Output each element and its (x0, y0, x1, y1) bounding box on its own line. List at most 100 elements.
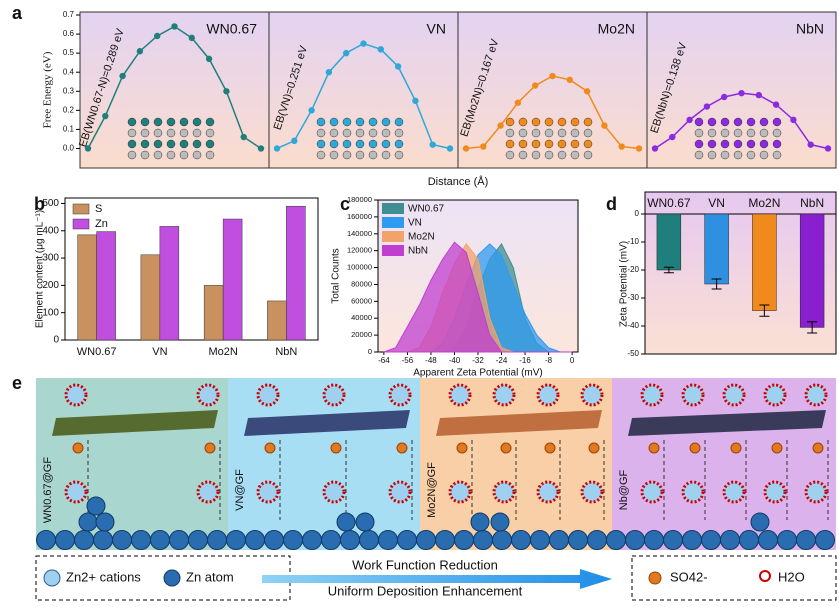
zn-atom (644, 530, 664, 550)
zn-atom (492, 530, 512, 550)
zn-atom (511, 530, 531, 550)
zn-atom (245, 530, 265, 550)
zn-atom (758, 530, 778, 550)
point (188, 34, 195, 42)
slab-atom (381, 139, 391, 149)
bar (140, 254, 161, 341)
point (514, 99, 522, 106)
cation (448, 383, 472, 407)
slab-atom (531, 117, 541, 127)
slab-atom (570, 139, 580, 149)
slab-atom (694, 150, 704, 160)
point (291, 137, 298, 145)
y-tick-label: 0.4 (63, 67, 75, 76)
slab-atom (140, 150, 150, 160)
zn-atom (416, 530, 436, 550)
point (154, 32, 161, 40)
zn-atom (378, 530, 398, 550)
cation (256, 383, 280, 407)
y-tick-label: 0.3 (63, 86, 75, 95)
legend-label: SO42- (670, 569, 708, 584)
x-tick-label: -32 (472, 356, 484, 365)
zn-atom (112, 530, 132, 550)
zn-atom (95, 512, 115, 532)
slab-atom (179, 117, 189, 127)
subplot-title: WN0.67 (206, 21, 257, 37)
slab-atom (707, 128, 717, 138)
slab-atom (772, 117, 782, 127)
slab-atom (746, 139, 756, 149)
slab-atom (518, 139, 528, 149)
zn-atom (340, 530, 360, 550)
error-bar (663, 266, 674, 274)
x-tick-label: -40 (449, 356, 461, 365)
slab-atom (394, 139, 404, 149)
slab-atom (127, 139, 137, 149)
point (532, 82, 539, 89)
slab-atom (192, 139, 202, 149)
bar (656, 213, 682, 271)
y-tick-label: 80000 (351, 279, 372, 288)
panel-label: c (340, 194, 350, 214)
bar (286, 205, 306, 341)
point (686, 116, 693, 124)
y-tick-label: 0.2 (63, 105, 75, 114)
sulfate (456, 442, 468, 454)
slab-atom (179, 128, 189, 138)
cation (804, 383, 828, 407)
legend-swatch (382, 217, 404, 228)
slab-atom (557, 150, 567, 160)
point (84, 145, 92, 152)
zn-atom (86, 496, 106, 516)
slab-atom (518, 117, 528, 127)
y-tick-label: 0 (53, 335, 59, 346)
slab-atom (127, 128, 137, 138)
zn-atom (606, 530, 626, 550)
panel-label: a (12, 3, 23, 23)
area (383, 241, 573, 353)
cation (388, 480, 412, 504)
sulfate (588, 442, 600, 454)
legend-label: H2O (778, 569, 805, 584)
legend-swatch (382, 203, 404, 214)
cation (196, 383, 220, 407)
water-icon (759, 570, 771, 582)
zn-atom (435, 530, 455, 550)
point (446, 145, 454, 152)
zn-atom (55, 530, 75, 550)
slab-atom (205, 117, 215, 127)
zn-atom (355, 512, 375, 532)
point (618, 143, 625, 150)
y-tick-label: 300 (42, 253, 59, 264)
slab-atom (746, 128, 756, 138)
zn-atom (454, 530, 474, 550)
slab-atom (153, 150, 163, 160)
slab-atom (368, 139, 378, 149)
graphite-felt (628, 410, 826, 436)
x-tick-label: WN0.67 (77, 346, 117, 358)
slab-atom (394, 150, 404, 160)
y-tick-label: 0.7 (63, 10, 75, 19)
sulfate (500, 442, 512, 454)
x-tick-label: -64 (378, 356, 390, 365)
x-tick-label: -24 (496, 356, 508, 365)
legend-swatch (382, 245, 404, 256)
y-axis-label: Total Counts (331, 248, 342, 304)
y-tick-label: -10 (627, 237, 639, 246)
zn-atom (321, 530, 341, 550)
cation (640, 480, 664, 504)
point (755, 91, 762, 99)
x-tick-label: -16 (519, 356, 531, 365)
slab-atom (505, 117, 515, 127)
zn-atom (283, 530, 303, 550)
zn-atom (587, 530, 607, 550)
zn-atom (490, 512, 510, 532)
cation (763, 480, 787, 504)
zn-atom (701, 530, 721, 550)
y-tick-label: 20000 (351, 330, 372, 339)
x-tick-label: NbN (800, 196, 824, 210)
point (738, 89, 745, 97)
point (601, 122, 608, 129)
slab-atom (140, 117, 150, 127)
slab-atom (153, 117, 163, 127)
